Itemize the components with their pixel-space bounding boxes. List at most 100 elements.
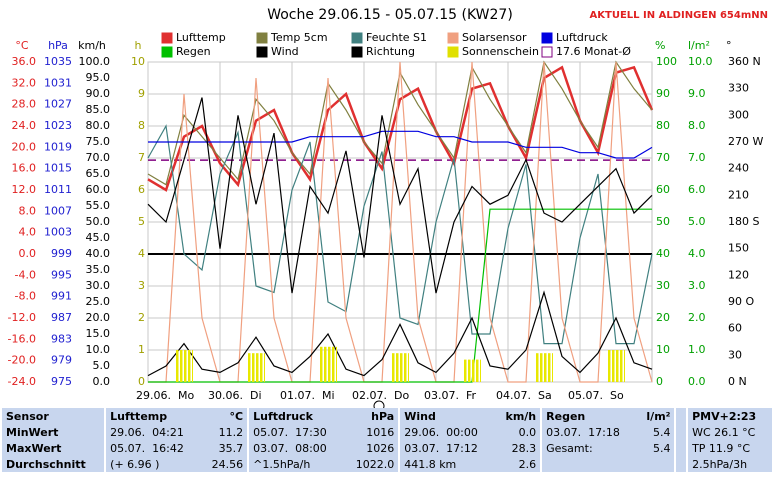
y-tick-label: 20 [656,311,670,324]
table-cell: l/m² [637,408,676,424]
table-cell [674,408,688,424]
table-cell: Luftdruck [247,408,345,424]
legend-swatch [256,46,268,58]
y-tick-label: 80 [656,119,670,132]
y-tick-label: 0 [656,375,663,388]
table-cell: 03.07. 17:18 [540,424,638,440]
legend-label: Lufttemp [176,31,226,44]
sunshine-bar [391,353,409,382]
table-cell: 24.56 [201,456,249,472]
legend-label: Richtung [366,45,415,58]
y-tick-label: 5.0 [688,215,706,228]
y-tick-label: 999 [51,247,72,260]
y-tick-label: -16.0 [8,332,36,345]
y-tick-label: 1003 [44,226,72,239]
table-row: MinWert 29.06. 04:21 11.2 05.07. 17:30 1016 2… [0,424,772,440]
y-tick-label: 4 [138,247,145,260]
table-cell: 03.07. 17:12 [398,440,496,456]
table-cell: 1022.0 [344,456,400,472]
y-tick-label: 32.0 [12,76,37,89]
legend-label: Sonnenschein [462,45,539,58]
table-row: Sensor Lufttemp °C Luftdruck hPa Wind km/h Rege… [0,408,772,424]
legend-swatch [351,46,363,58]
table-cell [674,424,688,440]
sunshine-bar [247,353,265,382]
table-cell: 29.06. 04:21 [104,424,202,440]
table-cell: Gesamt: [540,440,638,456]
y-tick-label: 987 [51,311,72,324]
legend-swatch [256,32,268,44]
y-tick-label: 90.0 [86,87,111,100]
y-tick-label: 150 [728,242,749,255]
y-tick-label: 1019 [44,140,72,153]
legend-label: Solarsensor [462,31,527,44]
legend-swatch [541,32,553,44]
y-tick-label: 60.0 [86,183,111,196]
legend-label: Temp 5cm [270,31,328,44]
table-cell: MaxWert [0,440,106,456]
x-tick-label: 29.06. Mo [136,389,194,402]
sunshine-bar [535,353,553,382]
y-tick-label: 90 [656,87,670,100]
legend-swatch [447,46,459,58]
table-cell: 05.07. 16:42 [104,440,202,456]
y-tick-label: 300 [728,108,749,121]
y-tick-label: 75.0 [86,135,111,148]
table-cell: 5.4 [637,424,676,440]
y-tick-label: 0.0 [688,375,706,388]
table-cell: Durchschnitt [0,456,106,472]
legend-swatch [541,46,553,58]
series-line [147,124,653,345]
y-tick-label: 5 [138,215,145,228]
table-cell: km/h [495,408,542,424]
y-tick-label: 8.0 [688,119,706,132]
y-tick-label: 40.0 [86,247,111,260]
y-tick-label: 6 [138,183,145,196]
y-tick-label: 20.0 [12,140,37,153]
y-tick-label: 15.0 [86,327,111,340]
y-tick-label: 85.0 [86,103,111,116]
y-tick-label: 4.0 [688,247,706,260]
table-cell: 05.07. 17:30 [247,424,345,440]
table-cell: hPa [344,408,400,424]
y-tick-label: 2 [138,311,145,324]
legend-label: Luftdruck [556,31,608,44]
table-cell: °C [201,408,249,424]
table-cell: 29.06. 00:00 [398,424,496,440]
y-tick-label: 45.0 [86,231,111,244]
table-cell: MinWert [0,424,106,440]
y-tick-label: 983 [51,332,72,345]
x-tick-label: 03.07. Fr [424,389,477,402]
x-tick-label: 02.07. Do [352,389,409,402]
y-tick-label: 2.0 [688,311,706,324]
y-tick-label: 1027 [44,98,72,111]
legend-label: Feuchte S1 [366,31,427,44]
y-tick-label: 8 [138,119,145,132]
cursor-icon [373,400,385,408]
y-tick-label: 5.0 [93,359,111,372]
y-tick-label: 120 [728,268,749,281]
y-tick-label: 10 [131,55,145,68]
y-tick-label: 70 [656,151,670,164]
table-cell: WC 26.1 °C [686,424,772,440]
y-tick-label: -12.0 [8,311,36,324]
axis-unit: ° [726,39,732,52]
axis-unit: l/m² [688,39,710,52]
series-line [147,65,654,192]
axis-unit: °C [15,39,29,52]
y-tick-label: 3 [138,279,145,292]
legend-swatch [447,32,459,44]
y-tick-label: 35.0 [86,263,111,276]
table-cell: PMV+2:23 [686,408,772,424]
table-cell [674,440,688,456]
table-cell: 2.5hPa/3h [686,456,772,472]
table-cell: 0.0 [495,424,542,440]
x-tick-label: 05.07. So [568,389,624,402]
y-tick-label: -20.0 [8,354,36,367]
y-tick-label: 0 N [728,375,747,388]
table-cell: 441.8 km [398,456,496,472]
y-tick-label: 40 [656,247,670,260]
series-line [147,290,653,377]
y-tick-label: 7 [138,151,145,164]
